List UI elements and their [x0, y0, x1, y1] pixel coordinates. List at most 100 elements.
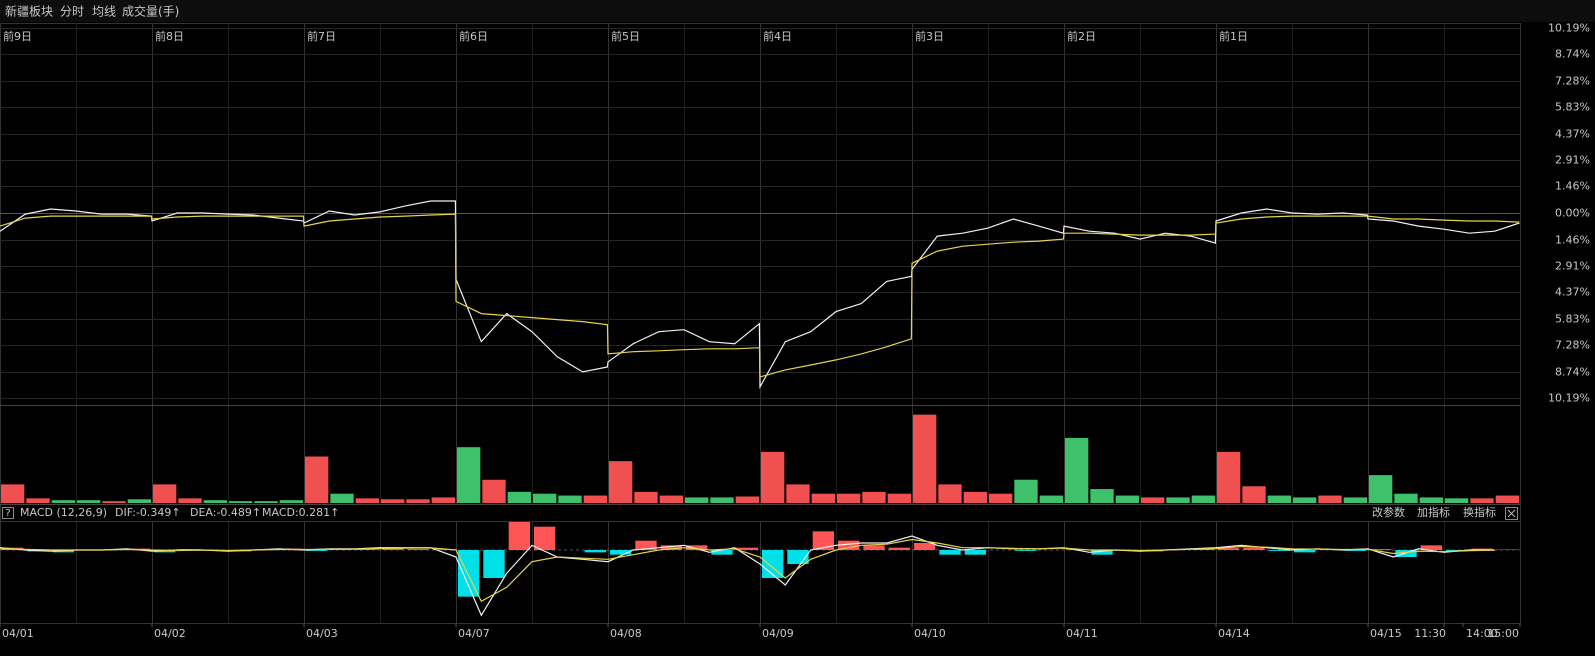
volume-bar [1242, 486, 1266, 503]
volume-bar [558, 495, 582, 503]
tab-time[interactable]: 分时 [60, 5, 84, 19]
macd-bar [1294, 550, 1316, 553]
x-tick-label: 04/11 [1066, 627, 1098, 640]
macd-bar [838, 540, 860, 550]
volume-bar [938, 484, 962, 503]
day-label: 前6日 [459, 29, 488, 43]
volume-bar [634, 491, 658, 503]
day-label: 前2日 [1067, 29, 1096, 43]
macd-bar [306, 550, 328, 551]
day-label: 前1日 [1219, 29, 1248, 43]
indicator-button[interactable]: 加指标 [1417, 505, 1450, 519]
indicator-value: MACD:0.281↑ [262, 506, 339, 519]
volume-bar [26, 498, 50, 503]
y-tick-label: 5.83% [1555, 101, 1590, 114]
tab-volume[interactable]: 成交量(手) [122, 4, 179, 19]
y-tick-label: 1.46% [1555, 180, 1590, 193]
macd-bar [610, 550, 632, 555]
volume-bar [1141, 497, 1165, 503]
day-label: 前7日 [307, 29, 336, 43]
volume-bar [1, 484, 25, 503]
indicator-value: DIF:-0.349↑ [115, 506, 181, 519]
help-icon: ? [5, 508, 10, 519]
help-box[interactable] [2, 507, 14, 519]
y-tick-label: 4.37% [1555, 286, 1590, 299]
top-bar [0, 0, 1595, 22]
volume-bar [51, 500, 75, 503]
macd-bar [812, 531, 834, 550]
macd-bar [382, 548, 404, 550]
macd-bar [736, 547, 758, 550]
volume-bar [887, 493, 911, 503]
x-tick-label: 04/10 [914, 627, 946, 640]
volume-bar [1217, 451, 1241, 503]
volume-bar [254, 501, 278, 503]
macd-bar [508, 522, 530, 550]
y-tick-label: 4.37% [1555, 128, 1590, 141]
volume-bar [203, 500, 227, 503]
volume-bar [305, 456, 329, 503]
y-tick-label: 10.19% [1548, 392, 1590, 405]
volume-bar [963, 491, 987, 503]
volume-bar [837, 493, 861, 503]
volume-bar [153, 484, 177, 503]
volume-bar [1445, 498, 1469, 503]
volume-bar [609, 461, 633, 503]
macd-bar [635, 540, 657, 550]
y-tick-label: 0.00% [1555, 207, 1590, 220]
volume-bar [735, 496, 759, 503]
macd-bar [584, 550, 606, 553]
volume-bar [355, 498, 379, 503]
volume-bar [482, 479, 506, 503]
tab-avg[interactable]: 均线 [92, 5, 116, 19]
macd-bar [1471, 548, 1493, 550]
close-button[interactable] [1505, 507, 1518, 520]
macd-bar [660, 545, 682, 550]
volume-bar [330, 493, 354, 503]
volume-bar [533, 493, 557, 503]
macd-bar [1344, 550, 1366, 551]
y-tick-label: 8.74% [1555, 366, 1590, 379]
volume-bar [989, 493, 1013, 503]
macd-bar [458, 550, 480, 597]
macd-bar [914, 543, 936, 550]
x-tick-label: 15:00 [1487, 627, 1519, 640]
volume-bar [229, 501, 253, 503]
volume-bar [1191, 495, 1215, 503]
x-tick-label: 04/03 [306, 627, 338, 640]
y-tick-label: 1.46% [1555, 234, 1590, 247]
indicator-button[interactable]: 换指标 [1463, 505, 1496, 519]
macd-bar [1091, 550, 1113, 555]
x-tick-label: 04/14 [1218, 627, 1250, 640]
volume-bar [1267, 495, 1291, 503]
volume-bar [1394, 493, 1418, 503]
volume-bar [127, 499, 151, 503]
volume-bar [381, 499, 405, 503]
volume-bar [1318, 495, 1342, 503]
volume-bar [1115, 495, 1139, 503]
indicator-value: DEA:-0.489↑ [190, 506, 261, 519]
close-box[interactable] [1505, 507, 1518, 520]
volume-bar [102, 501, 126, 503]
volume-bar [710, 497, 734, 503]
x-tick-label: 04/02 [154, 627, 186, 640]
y-tick-label: 10.19% [1548, 22, 1590, 35]
volume-bar [1470, 498, 1494, 503]
y-tick-label: 7.28% [1555, 339, 1590, 352]
volume-bar [1419, 497, 1443, 503]
volume-bar [1039, 495, 1063, 503]
volume-bar [786, 484, 810, 503]
series-line [0, 538, 1495, 603]
y-tick-label: 2.91% [1555, 260, 1590, 273]
y-tick-label: 7.28% [1555, 75, 1590, 88]
y-tick-label: 8.74% [1555, 48, 1590, 61]
macd-bar [1218, 548, 1240, 550]
indicator-button[interactable]: 改参数 [1372, 505, 1405, 519]
y-tick-label: 5.83% [1555, 313, 1590, 326]
volume-bar [685, 497, 709, 503]
close-cross [1507, 509, 1516, 518]
volume-bar [913, 414, 937, 503]
volume-bar [1166, 497, 1190, 503]
day-label: 前5日 [611, 29, 640, 43]
